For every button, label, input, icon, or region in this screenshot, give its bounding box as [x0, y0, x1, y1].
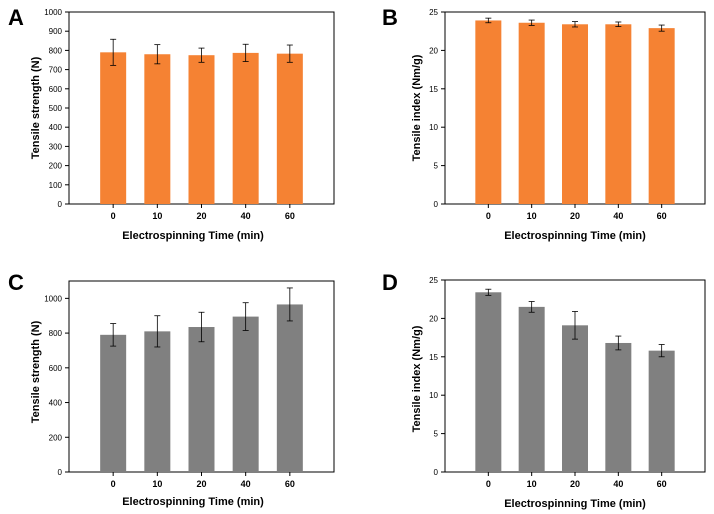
- panel-c-y-tick-label: 400: [49, 399, 63, 408]
- panel-d-letter: D: [382, 270, 398, 295]
- panel-b-letter: B: [382, 5, 398, 30]
- panel-a-bar: [188, 55, 215, 205]
- panel-a-letter: A: [8, 5, 24, 30]
- panel-c-bar: [144, 331, 171, 472]
- panel-d-x-tick-label: 40: [613, 479, 623, 489]
- panel-a-x-tick-label: 40: [241, 211, 251, 221]
- panel-a-y-tick-label: 500: [49, 104, 63, 113]
- panel-a-y-tick-label: 700: [49, 66, 63, 75]
- panel-d-bar: [562, 325, 588, 472]
- panel-d-x-tick-label: 60: [657, 479, 667, 489]
- panel-b-x-tick-label: 20: [570, 211, 580, 221]
- panel-b-y-axis-title: Tensile index (Nm/g): [411, 54, 423, 161]
- panel-a-bar: [144, 54, 171, 204]
- panel-b-y-tick-label: 0: [434, 200, 439, 209]
- panel-a-x-tick-label: 60: [285, 211, 295, 221]
- panel-c-y-tick-label: 600: [49, 364, 63, 373]
- panel-b-x-tick-label: 10: [527, 211, 537, 221]
- panel-c-y-tick-label: 800: [49, 329, 63, 338]
- panel-a-y-tick-label: 400: [49, 123, 63, 132]
- panel-c-bar: [232, 316, 259, 472]
- panel-a: A Electrospinning Time (min) Tensile str…: [8, 5, 335, 242]
- panel-c-x-tick-label: 0: [111, 479, 116, 489]
- panel-d-bar: [518, 306, 545, 472]
- panel-a-y-tick-label: 300: [49, 142, 63, 151]
- panel-a-y-axis-title: Tensile strength (N): [30, 56, 42, 159]
- panel-c-x-tick-label: 10: [152, 479, 162, 489]
- panel-c-y-tick-label: 1000: [44, 294, 62, 303]
- panel-a-x-tick-label: 20: [196, 211, 206, 221]
- panel-c-x-tick-label: 40: [241, 479, 251, 489]
- panel-d-y-tick-label: 10: [429, 391, 438, 400]
- panel-b-bar: [605, 24, 632, 205]
- panel-d-y-axis-title: Tensile index (Nm/g): [411, 325, 423, 432]
- panel-d-y-tick-label: 20: [429, 314, 438, 323]
- panel-d-bar: [605, 342, 632, 472]
- panel-b-y-tick-label: 25: [429, 8, 438, 17]
- panel-b: B Electrospinning Time (min) Tensile ind…: [382, 5, 706, 242]
- panel-a-bar: [100, 52, 127, 204]
- panel-d-y-tick-label: 5: [434, 430, 439, 439]
- panel-b-plot: 0 5 10 15 20 25 0 10 20 40 60: [429, 8, 706, 221]
- panel-b-y-tick-label: 5: [434, 162, 439, 171]
- panel-b-y-tick-label: 20: [429, 46, 438, 55]
- panel-b-bar: [475, 20, 502, 205]
- panel-c-y-tick-label: 0: [58, 468, 63, 477]
- panel-d-x-tick-label: 20: [570, 479, 580, 489]
- panel-b-x-tick-label: 40: [613, 211, 623, 221]
- panel-a-plot: 0 100 200 300 400 500 600 700 800 900 1000 0 10 20 40 6…: [44, 8, 335, 221]
- panel-a-x-tick-label: 10: [152, 211, 162, 221]
- panel-a-y-tick-label: 200: [49, 162, 63, 171]
- panel-c-letter: C: [8, 270, 24, 295]
- panel-b-bar: [648, 28, 675, 204]
- panel-a-bar: [232, 52, 259, 205]
- panel-c-x-tick-label: 20: [196, 479, 206, 489]
- panel-d-y-tick-label: 25: [429, 276, 438, 285]
- panel-d-y-tick-label: 15: [429, 353, 438, 362]
- panel-c-y-tick-label: 200: [49, 433, 63, 442]
- panel-d-bar: [475, 292, 502, 472]
- panel-d-x-axis-title: Electrospinning Time (min): [504, 498, 646, 510]
- panel-c-bar: [100, 334, 127, 472]
- panel-c: C Electrospinning Time (min) Tensile str…: [8, 270, 335, 508]
- panel-b-x-tick-label: 60: [657, 211, 667, 221]
- panel-b-bar: [518, 22, 545, 205]
- panel-a-x-axis-title: Electrospinning Time (min): [122, 230, 264, 242]
- panel-b-x-axis-title: Electrospinning Time (min): [504, 230, 646, 242]
- panel-c-x-tick-label: 60: [285, 479, 295, 489]
- panel-d-bar: [648, 350, 675, 472]
- panel-a-y-tick-label: 1000: [44, 8, 62, 17]
- panel-b-y-tick-label: 15: [429, 85, 438, 94]
- panel-a-y-tick-label: 800: [49, 46, 63, 55]
- panel-a-y-tick-label: 600: [49, 85, 63, 94]
- panel-b-x-tick-label: 0: [486, 211, 491, 221]
- panel-a-y-tick-label: 900: [49, 27, 63, 36]
- panel-b-bar: [562, 24, 588, 205]
- panel-c-plot: 0 200 400 600 800 1000 0 10 20 40 60: [44, 280, 335, 489]
- panel-d: D Electrospinning Time (min) Tensile ind…: [382, 270, 706, 510]
- panel-a-bar: [276, 53, 303, 204]
- panel-a-y-tick-label: 100: [49, 181, 63, 190]
- panel-d-plot: 0 5 10 15 20 25 0 10 20 40 60: [429, 276, 706, 489]
- panel-c-y-axis-title: Tensile strength (N): [30, 320, 42, 423]
- panel-a-x-tick-label: 0: [111, 211, 116, 221]
- panel-b-y-tick-label: 10: [429, 123, 438, 132]
- panel-c-bar: [276, 304, 303, 472]
- panel-d-x-tick-label: 0: [486, 479, 491, 489]
- panel-c-x-axis-title: Electrospinning Time (min): [122, 496, 264, 508]
- panel-d-y-tick-label: 0: [434, 468, 439, 477]
- panel-a-y-tick-label: 0: [58, 200, 63, 209]
- panel-d-x-tick-label: 10: [527, 479, 537, 489]
- panel-c-bar: [188, 327, 215, 472]
